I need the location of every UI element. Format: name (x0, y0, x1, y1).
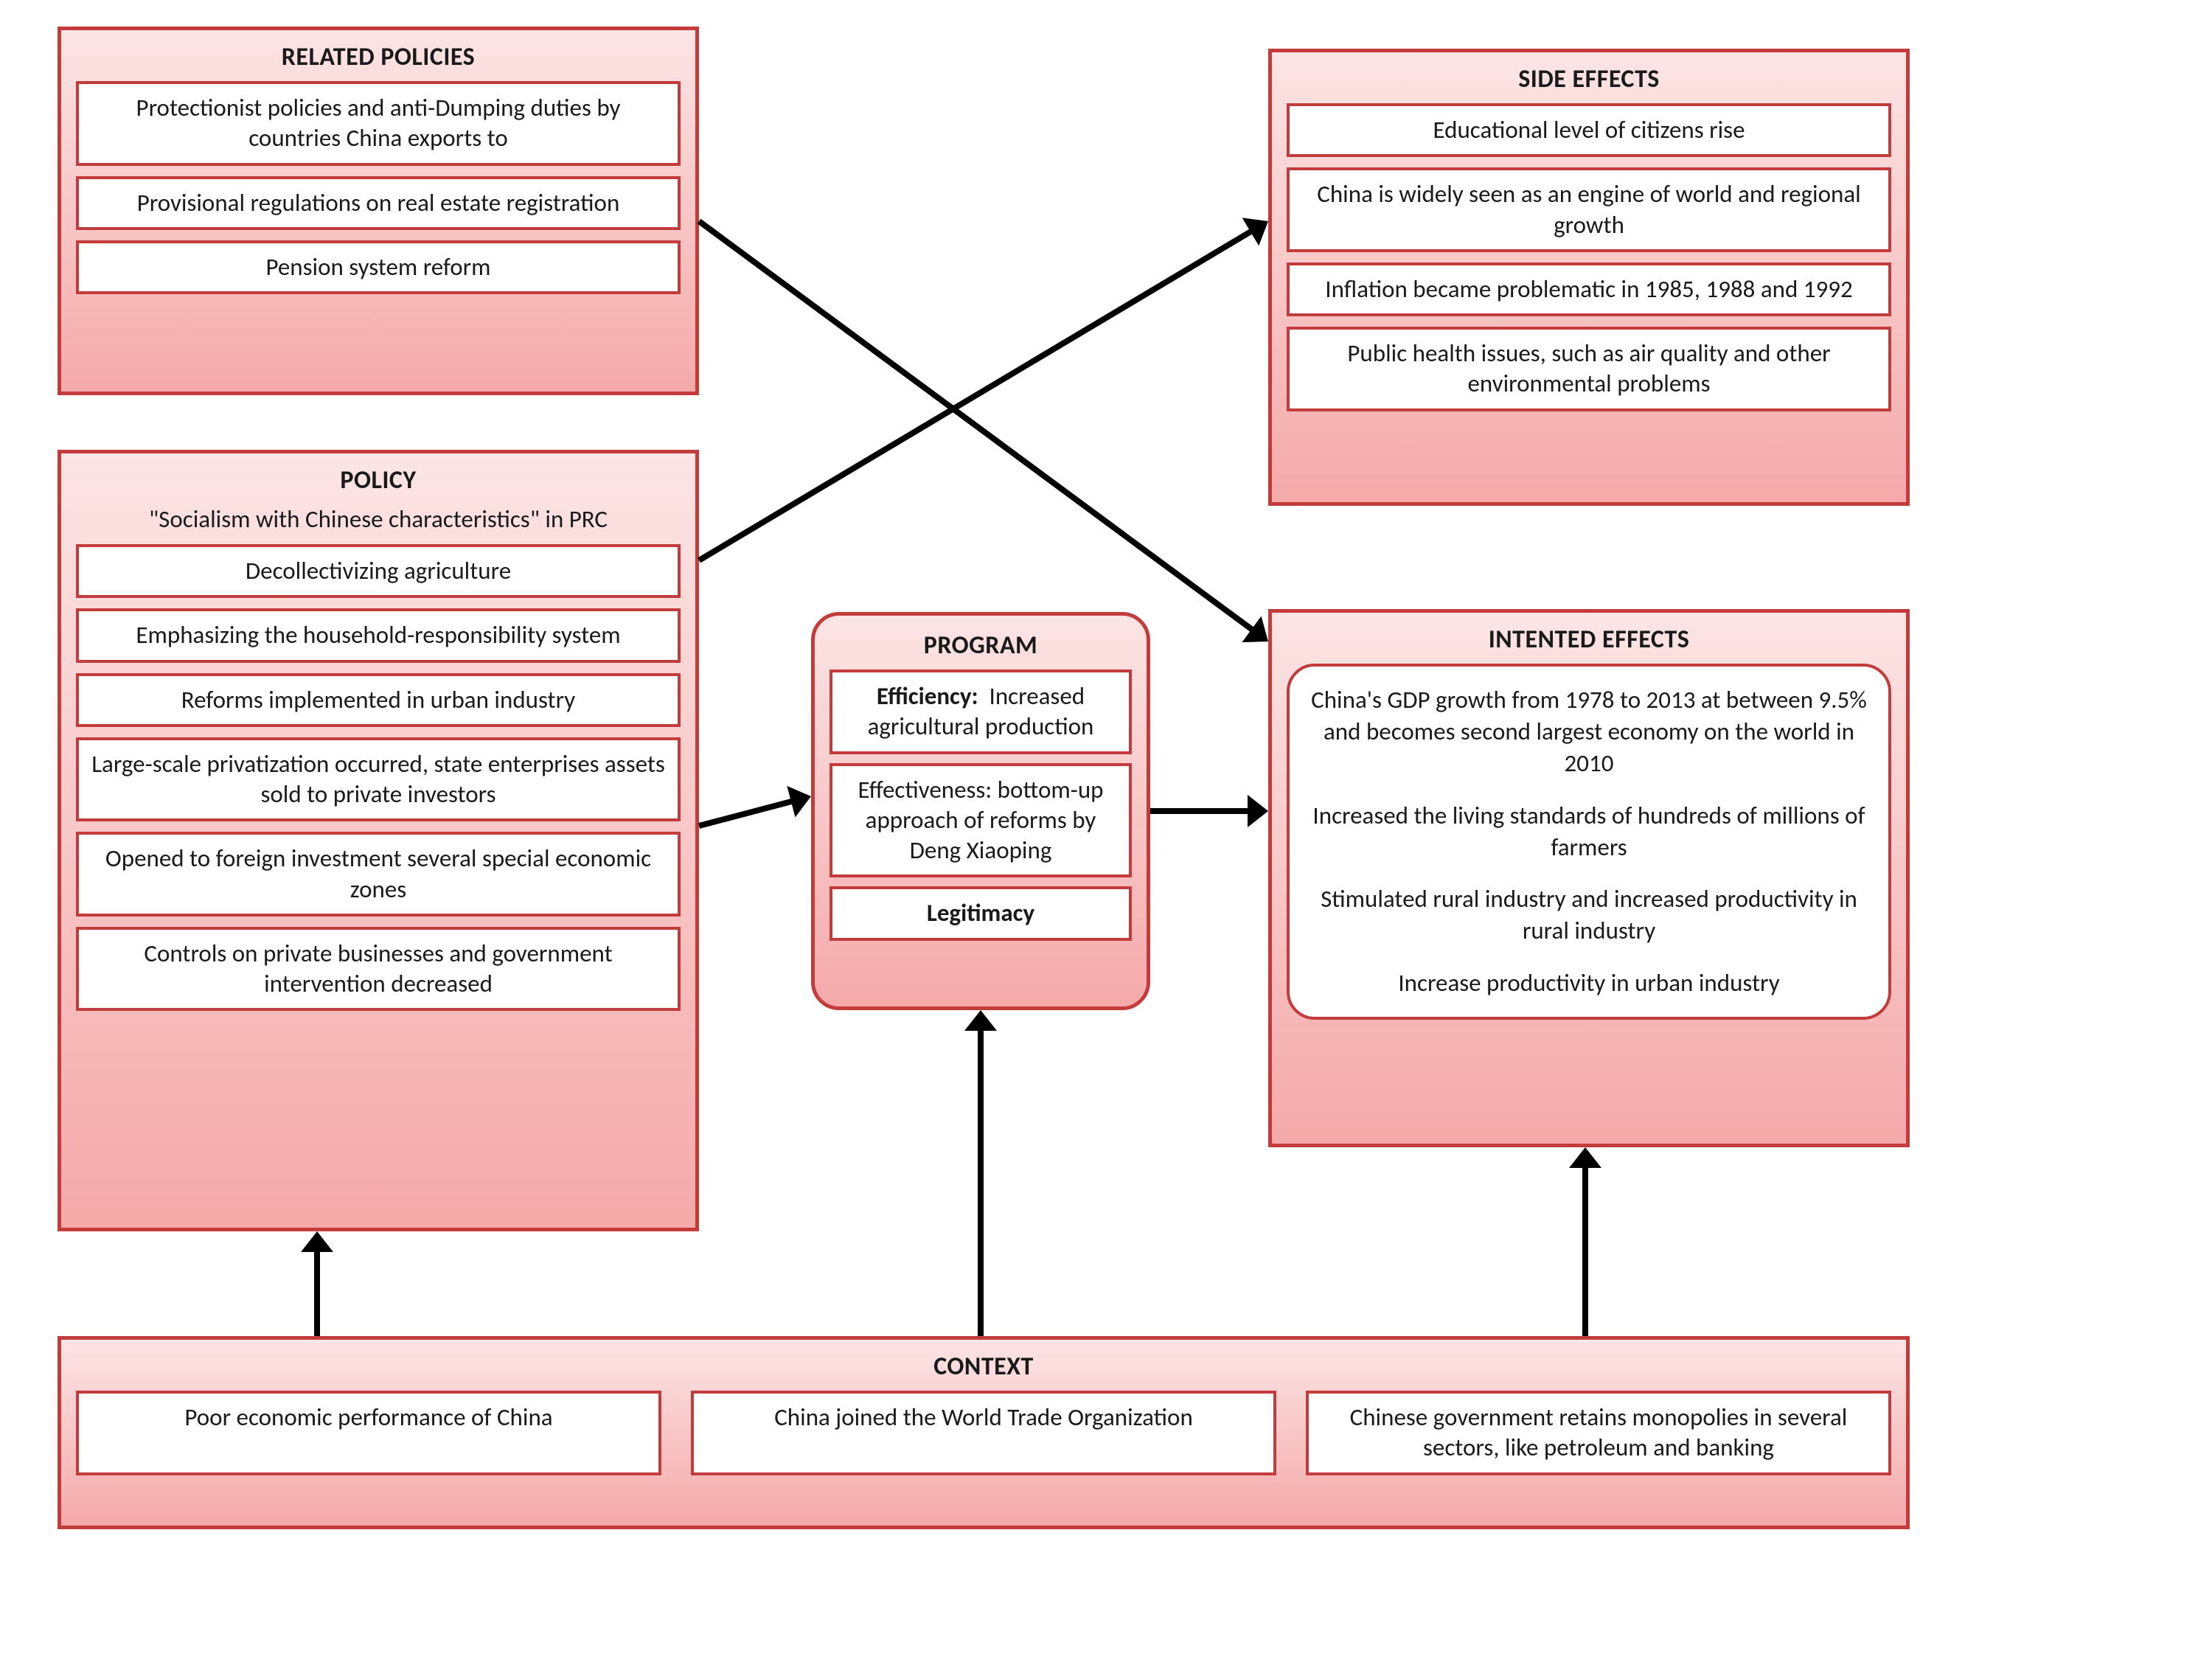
context-item: China joined the World Trade Organizatio… (691, 1391, 1276, 1475)
related-item: Protectionist policies and anti-Dumping … (76, 81, 681, 166)
side-item: Public health issues, such as air qualit… (1287, 327, 1891, 411)
arrowhead-program-to-intended (1248, 795, 1268, 827)
policy-item: Opened to foreign investment several spe… (76, 832, 681, 917)
intended-para: China's GDP growth from 1978 to 2013 at … (1310, 684, 1868, 779)
intended-para: Increase productivity in urban industry (1310, 967, 1868, 999)
arrowhead-context-to-program (964, 1010, 997, 1031)
context-item: Poor economic performance of China (76, 1391, 661, 1475)
intended-title: INTENTED EFFECTS (1287, 625, 1891, 655)
policy-item: Emphasizing the household-responsibility… (76, 608, 681, 662)
side-item: Educational level of citizens rise (1287, 103, 1891, 157)
intended-inner: China's GDP growth from 1978 to 2013 at … (1287, 664, 1891, 1020)
side-effects-box: SIDE EFFECTS Educational level of citize… (1268, 49, 1910, 506)
related-item: Provisional regulations on real estate r… (76, 176, 681, 230)
arrowhead-context-to-intended (1569, 1147, 1601, 1168)
arrow-policy-to-side (699, 228, 1258, 560)
policy-item: Reforms implemented in urban industry (76, 673, 681, 727)
policy-box: POLICY "Socialism with Chinese character… (58, 450, 699, 1231)
intended-para: Stimulated rural industry and increased … (1310, 883, 1868, 947)
program-box: PROGRAM Efficiency: Increased agricultur… (811, 612, 1150, 1010)
related-item: Pension system reform (76, 240, 681, 294)
arrowhead-policy-to-side (1242, 218, 1268, 246)
arrowhead-policy-to-program (787, 786, 811, 818)
arrowhead-related-to-intended (1242, 616, 1268, 642)
side-item: Inflation became problematic in 1985, 19… (1287, 262, 1891, 316)
context-box: CONTEXT Poor economic performance of Chi… (58, 1336, 1910, 1529)
program-item-legitimacy: Legitimacy (830, 886, 1132, 940)
policy-item: Controls on private businesses and gover… (76, 927, 681, 1012)
intended-para: Increased the living standards of hundre… (1310, 800, 1868, 863)
context-title: CONTEXT (76, 1352, 1891, 1382)
policy-item: Decollectivizing agriculture (76, 544, 681, 598)
arrow-related-to-intended (699, 221, 1258, 634)
policy-item: Large-scale privatization occurred, stat… (76, 737, 681, 822)
arrow-policy-to-program (699, 799, 799, 826)
related-title: RELATED POLICIES (76, 42, 681, 72)
program-item-effectiveness: Effectiveness: bottom-up approach of ref… (830, 763, 1132, 878)
related-policies-box: RELATED POLICIES Protectionist policies … (58, 27, 699, 395)
context-item: Chinese government retains monopolies in… (1306, 1391, 1891, 1475)
program-title: PROGRAM (830, 630, 1132, 661)
side-title: SIDE EFFECTS (1287, 64, 1891, 94)
intended-effects-box: INTENTED EFFECTS China's GDP growth from… (1268, 609, 1910, 1147)
policy-subtitle: "Socialism with Chinese characteristics"… (76, 504, 681, 534)
arrowhead-context-to-policy (301, 1231, 333, 1252)
side-item: China is widely seen as an engine of wor… (1287, 167, 1891, 252)
policy-title: POLICY (76, 465, 681, 495)
program-item-efficiency: Efficiency: Increased agricultural produ… (830, 669, 1132, 754)
